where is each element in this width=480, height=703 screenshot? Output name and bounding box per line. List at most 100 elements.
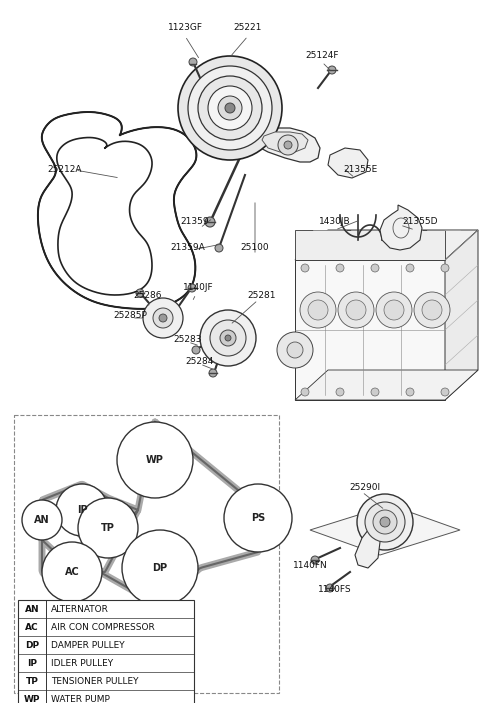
Text: 25100: 25100	[240, 243, 269, 252]
Text: 25286: 25286	[134, 290, 162, 299]
Circle shape	[380, 517, 390, 527]
Text: 25283: 25283	[174, 335, 202, 344]
Text: IP: IP	[77, 505, 87, 515]
Circle shape	[188, 284, 196, 292]
Text: 25285P: 25285P	[113, 311, 147, 319]
Text: AIR CON COMPRESSOR: AIR CON COMPRESSOR	[51, 622, 155, 631]
Text: DP: DP	[153, 563, 168, 573]
Polygon shape	[355, 525, 380, 568]
Polygon shape	[295, 230, 478, 260]
Text: DP: DP	[25, 640, 39, 650]
Bar	[14, 415, 279, 693]
Text: WP: WP	[146, 455, 164, 465]
Text: 25124F: 25124F	[305, 51, 339, 60]
Text: 21359A: 21359A	[170, 243, 205, 252]
Circle shape	[42, 542, 102, 602]
Polygon shape	[295, 260, 445, 400]
Circle shape	[336, 264, 344, 272]
Circle shape	[215, 244, 223, 252]
Polygon shape	[262, 132, 308, 152]
Text: PS: PS	[251, 513, 265, 523]
Circle shape	[441, 388, 449, 396]
Text: TP: TP	[101, 523, 115, 533]
Text: 1123GF: 1123GF	[168, 23, 203, 32]
Circle shape	[220, 330, 236, 346]
Text: 25221: 25221	[234, 23, 262, 32]
Circle shape	[117, 422, 193, 498]
Text: IP: IP	[27, 659, 37, 668]
Circle shape	[198, 76, 262, 140]
Text: 25281: 25281	[248, 290, 276, 299]
Circle shape	[225, 335, 231, 341]
Circle shape	[384, 300, 404, 320]
Circle shape	[189, 58, 197, 66]
Text: 21359: 21359	[180, 217, 209, 226]
Text: 1140FN: 1140FN	[293, 560, 327, 569]
Circle shape	[311, 556, 319, 564]
Circle shape	[218, 96, 242, 120]
Circle shape	[188, 66, 272, 150]
Circle shape	[210, 320, 246, 356]
Circle shape	[406, 264, 414, 272]
Circle shape	[422, 300, 442, 320]
Text: 25290I: 25290I	[349, 484, 381, 493]
Polygon shape	[295, 230, 445, 260]
Circle shape	[159, 314, 167, 322]
Circle shape	[200, 310, 256, 366]
Circle shape	[414, 292, 450, 328]
Text: AN: AN	[24, 605, 39, 614]
Text: 21355D: 21355D	[402, 217, 438, 226]
Circle shape	[376, 292, 412, 328]
Text: AC: AC	[25, 622, 39, 631]
Circle shape	[357, 494, 413, 550]
Circle shape	[22, 500, 62, 540]
Circle shape	[153, 308, 173, 328]
Circle shape	[209, 369, 217, 377]
Circle shape	[122, 530, 198, 606]
Circle shape	[178, 56, 282, 160]
Text: DAMPER PULLEY: DAMPER PULLEY	[51, 640, 125, 650]
Circle shape	[277, 332, 313, 368]
Circle shape	[225, 103, 235, 113]
Circle shape	[205, 217, 215, 227]
Circle shape	[371, 388, 379, 396]
Text: 1430JB: 1430JB	[319, 217, 351, 226]
Polygon shape	[310, 505, 460, 555]
Text: WP: WP	[24, 695, 40, 703]
Text: IDLER PULLEY: IDLER PULLEY	[51, 659, 113, 668]
Circle shape	[301, 388, 309, 396]
Text: 1140FS: 1140FS	[318, 586, 352, 595]
Circle shape	[300, 292, 336, 328]
Circle shape	[301, 264, 309, 272]
Polygon shape	[295, 370, 478, 400]
Text: WATER PUMP: WATER PUMP	[51, 695, 110, 703]
Circle shape	[56, 484, 108, 536]
Bar	[18, 600, 194, 703]
Circle shape	[346, 300, 366, 320]
Circle shape	[326, 584, 334, 592]
Text: AC: AC	[65, 567, 79, 577]
Circle shape	[338, 292, 374, 328]
Circle shape	[143, 298, 183, 338]
Circle shape	[192, 346, 200, 354]
Circle shape	[78, 498, 138, 558]
Circle shape	[406, 388, 414, 396]
Polygon shape	[445, 230, 478, 400]
Polygon shape	[328, 148, 368, 178]
Circle shape	[208, 86, 252, 130]
Circle shape	[287, 342, 303, 358]
Text: ALTERNATOR: ALTERNATOR	[51, 605, 109, 614]
Circle shape	[441, 264, 449, 272]
Text: 25212A: 25212A	[48, 165, 82, 174]
Text: AN: AN	[34, 515, 50, 525]
Circle shape	[373, 510, 397, 534]
Polygon shape	[380, 205, 422, 250]
Text: 1140JF: 1140JF	[183, 283, 213, 292]
Circle shape	[136, 289, 144, 297]
Circle shape	[336, 388, 344, 396]
Circle shape	[278, 135, 298, 155]
Polygon shape	[248, 128, 320, 162]
Text: TP: TP	[25, 676, 38, 685]
Text: 21355E: 21355E	[343, 165, 377, 174]
Circle shape	[224, 484, 292, 552]
